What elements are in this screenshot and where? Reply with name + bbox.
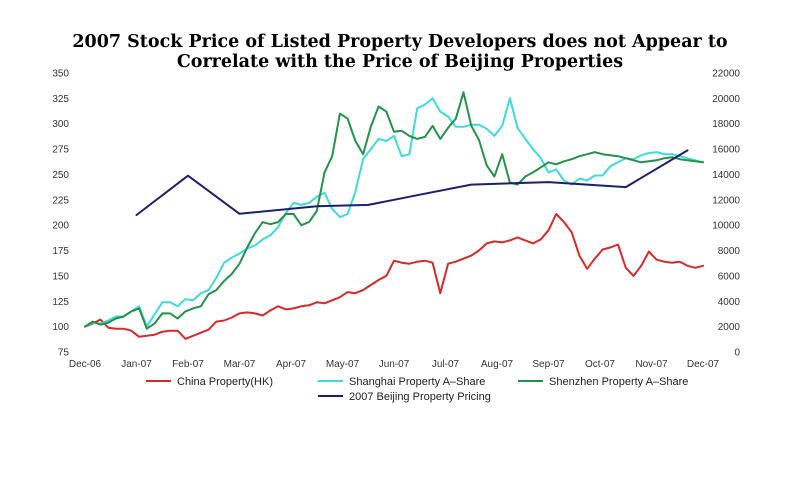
- chart-title-line-2: Correlate with the Price of Beijing Prop…: [176, 52, 624, 72]
- legend-label: Shanghai Property A–Share: [349, 376, 485, 388]
- y-left-tick-label: 275: [52, 145, 69, 156]
- y-right-tick-label: 14000: [712, 170, 740, 181]
- series-lines: [84, 91, 704, 340]
- y-right-tick-label: 18000: [712, 119, 740, 130]
- y-left-tick-label: 200: [52, 221, 69, 232]
- y-right-tick-label: 2000: [718, 322, 741, 333]
- x-tick-label: Jul-07: [432, 359, 460, 370]
- y-left-tick-label: 225: [52, 195, 69, 206]
- y-left-tick-label: 125: [52, 297, 69, 308]
- y-left-tick-label: 300: [52, 119, 69, 130]
- y-right-tick-label: 16000: [712, 145, 740, 156]
- y-left-tick-label: 325: [52, 94, 69, 105]
- y-left-tick-label: 75: [58, 348, 70, 359]
- x-tick-label: Dec-07: [687, 359, 720, 370]
- y-left-tick-label: 350: [52, 69, 69, 80]
- series-line-2: [84, 91, 704, 330]
- y-right-tick-label: 12000: [712, 195, 740, 206]
- x-tick-label: May-07: [326, 359, 360, 370]
- legend-label: Shenzhen Property A–Share: [549, 376, 688, 388]
- legend-label: 2007 Beijing Property Pricing: [349, 391, 491, 403]
- legend-label: China Property(HK): [177, 376, 273, 388]
- y-right-tick-label: 10000: [712, 221, 740, 232]
- x-tick-label: Apr-07: [276, 359, 306, 370]
- x-tick-label: Oct-07: [585, 359, 615, 370]
- y-right-tick-label: 22000: [712, 69, 740, 80]
- legend: China Property(HK) Shanghai Property A–Sh…: [146, 376, 688, 403]
- x-tick-label: Jun-07: [379, 359, 410, 370]
- axes: 75 100 125 150 175 200 225 250 275 300 325 350 0 2000…: [52, 69, 740, 371]
- series-line-1: [84, 97, 704, 328]
- chart-title-line-1: 2007 Stock Price of Listed Property Deve…: [72, 32, 728, 52]
- series-line-0: [84, 213, 704, 340]
- y-right-tick-label: 6000: [718, 271, 741, 282]
- x-tick-label: Nov-07: [635, 359, 668, 370]
- x-tick-label: Dec-06: [69, 359, 102, 370]
- y-left-tick-label: 175: [52, 246, 69, 257]
- y-right-tick-label: 4000: [718, 297, 741, 308]
- x-tick-label: Sep-07: [532, 359, 565, 370]
- y-right-tick-label: 20000: [712, 94, 740, 105]
- y-left-tick-label: 100: [52, 322, 69, 333]
- y-left-tick-label: 250: [52, 170, 69, 181]
- y-right-tick-label: 0: [734, 348, 740, 359]
- y-left-tick-label: 150: [52, 271, 69, 282]
- x-tick-label: Feb-07: [172, 359, 204, 370]
- x-tick-label: Jan-07: [121, 359, 152, 370]
- x-tick-label: Mar-07: [224, 359, 256, 370]
- series-line-3: [135, 149, 689, 216]
- x-tick-label: Aug-07: [481, 359, 514, 370]
- y-right-tick-label: 8000: [718, 246, 741, 257]
